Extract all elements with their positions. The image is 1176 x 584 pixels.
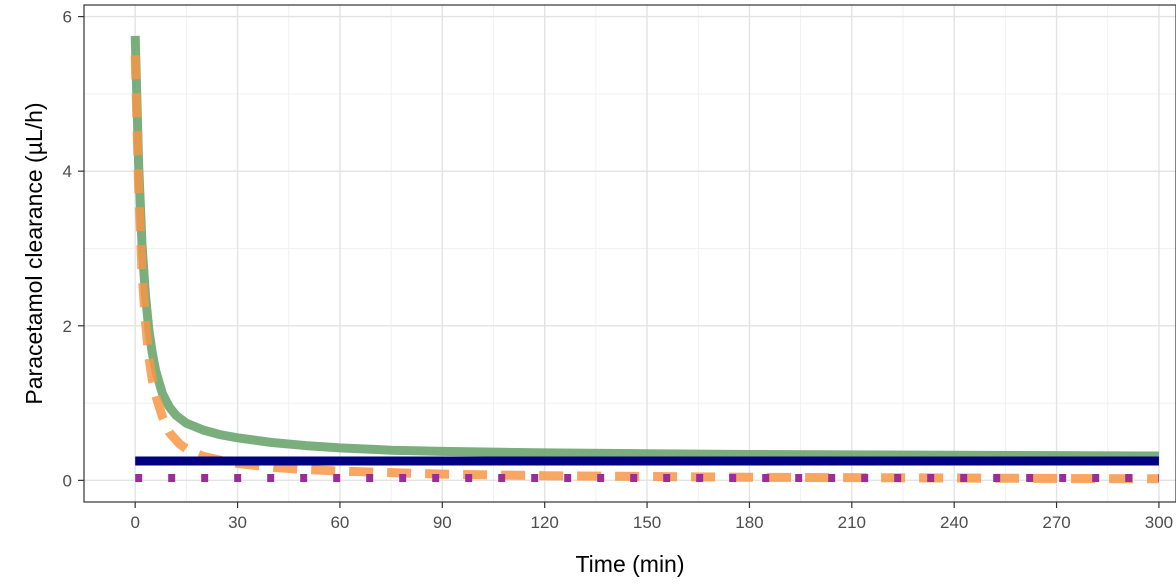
plot-background [84, 5, 1176, 502]
x-tick-label: 180 [735, 513, 763, 532]
x-tick-label: 210 [838, 513, 866, 532]
x-tick-label: 270 [1042, 513, 1070, 532]
x-tick-label: 300 [1145, 513, 1173, 532]
x-tick-label: 150 [633, 513, 661, 532]
y-tick-label: 0 [63, 471, 72, 490]
y-tick-label: 6 [63, 8, 72, 27]
x-tick-label: 30 [228, 513, 247, 532]
x-tick-label: 120 [531, 513, 559, 532]
plot-border [83, 4, 1176, 503]
y-tick-label: 2 [63, 317, 72, 336]
x-tick-label: 90 [433, 513, 452, 532]
y-axis-title: Paracetamol clearance (µL/h) [21, 102, 47, 404]
x-tick-label: 240 [940, 513, 968, 532]
x-axis-title: Time (min) [575, 551, 684, 577]
series-layer [130, 35, 1159, 484]
x-tick-label: 0 [130, 513, 139, 532]
y-tick-label: 4 [63, 162, 72, 181]
x-tick-label: 60 [330, 513, 349, 532]
axes: 0 30 60 90 120 150 180 210 240 270 300 0 2 4 6 [63, 8, 1174, 532]
